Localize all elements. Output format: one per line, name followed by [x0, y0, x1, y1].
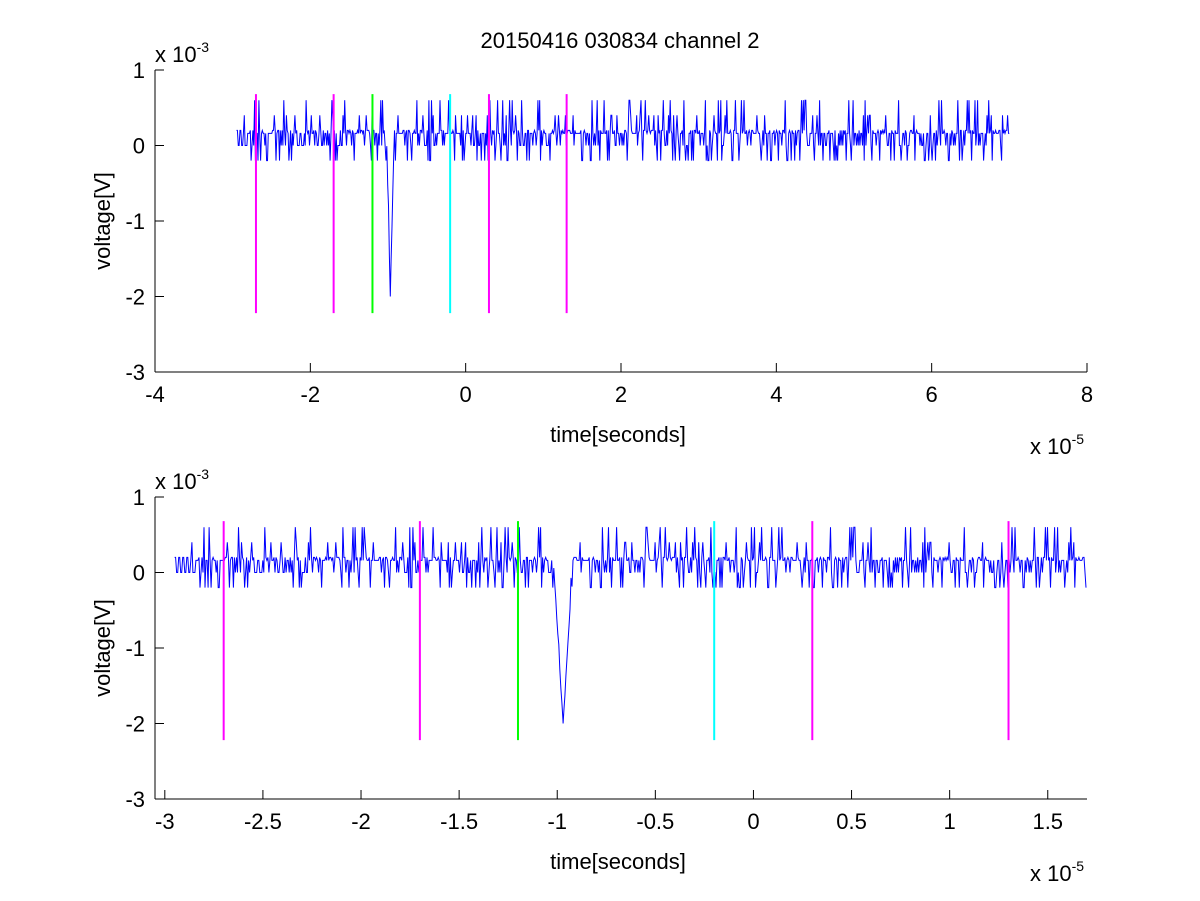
x-tick-label: -2	[301, 382, 321, 407]
y-tick-label: -2	[125, 712, 145, 737]
y-tick-label: -3	[125, 360, 145, 385]
x-tick-label: 2	[615, 382, 627, 407]
y-axis-exponent-power: -3	[197, 466, 210, 482]
y-tick-label: -3	[125, 787, 145, 812]
y-tick-label: 1	[133, 58, 145, 83]
x-tick-label: -2.5	[244, 809, 282, 834]
y-tick-label: -1	[125, 209, 145, 234]
x-tick-label: 1.5	[1032, 809, 1063, 834]
x-axis-exponent-power: -5	[1072, 431, 1085, 447]
x-tick-label: -1.5	[440, 809, 478, 834]
x-tick-label: 0	[747, 809, 759, 834]
y-axis-label: voltage[V]	[90, 599, 115, 697]
y-tick-label: -1	[125, 636, 145, 661]
x-tick-label: -3	[155, 809, 175, 834]
x-tick-label: 4	[770, 382, 782, 407]
signal-trace	[174, 526, 1087, 724]
x-tick-label: 0	[460, 382, 472, 407]
x-axis-exponent-power: -5	[1072, 858, 1085, 874]
x-axis-label: time[seconds]	[550, 422, 686, 447]
y-axis-exponent-power: -3	[197, 39, 210, 55]
bottom-panel: -3 -2.5 -2 -1.5 -1 -0.5 0 0.5 1 1.5 -3 -2 -1 0 1 time[s…	[90, 466, 1087, 886]
y-tick-label: 1	[133, 485, 145, 510]
y-tick-label: 0	[133, 134, 145, 159]
y-tick-label: -2	[125, 285, 145, 310]
figure-title: 20150416 030834 channel 2	[481, 28, 760, 53]
x-tick-label: 8	[1081, 382, 1093, 407]
x-tick-label: 0.5	[836, 809, 867, 834]
signal-trace	[236, 99, 1010, 297]
x-tick-label: -4	[145, 382, 165, 407]
x-tick-label: -2	[351, 809, 371, 834]
y-tick-label: 0	[133, 561, 145, 586]
x-tick-label: -1	[547, 809, 567, 834]
top-panel: -4 -2 0 2 4 6 8 -3 -2 -1 0 1 time[seconds] voltage[V]…	[90, 39, 1093, 459]
y-axis-label: voltage[V]	[90, 172, 115, 270]
x-axis-label: time[seconds]	[550, 849, 686, 874]
x-tick-label: -0.5	[636, 809, 674, 834]
x-tick-label: 6	[926, 382, 938, 407]
x-tick-label: 1	[944, 809, 956, 834]
